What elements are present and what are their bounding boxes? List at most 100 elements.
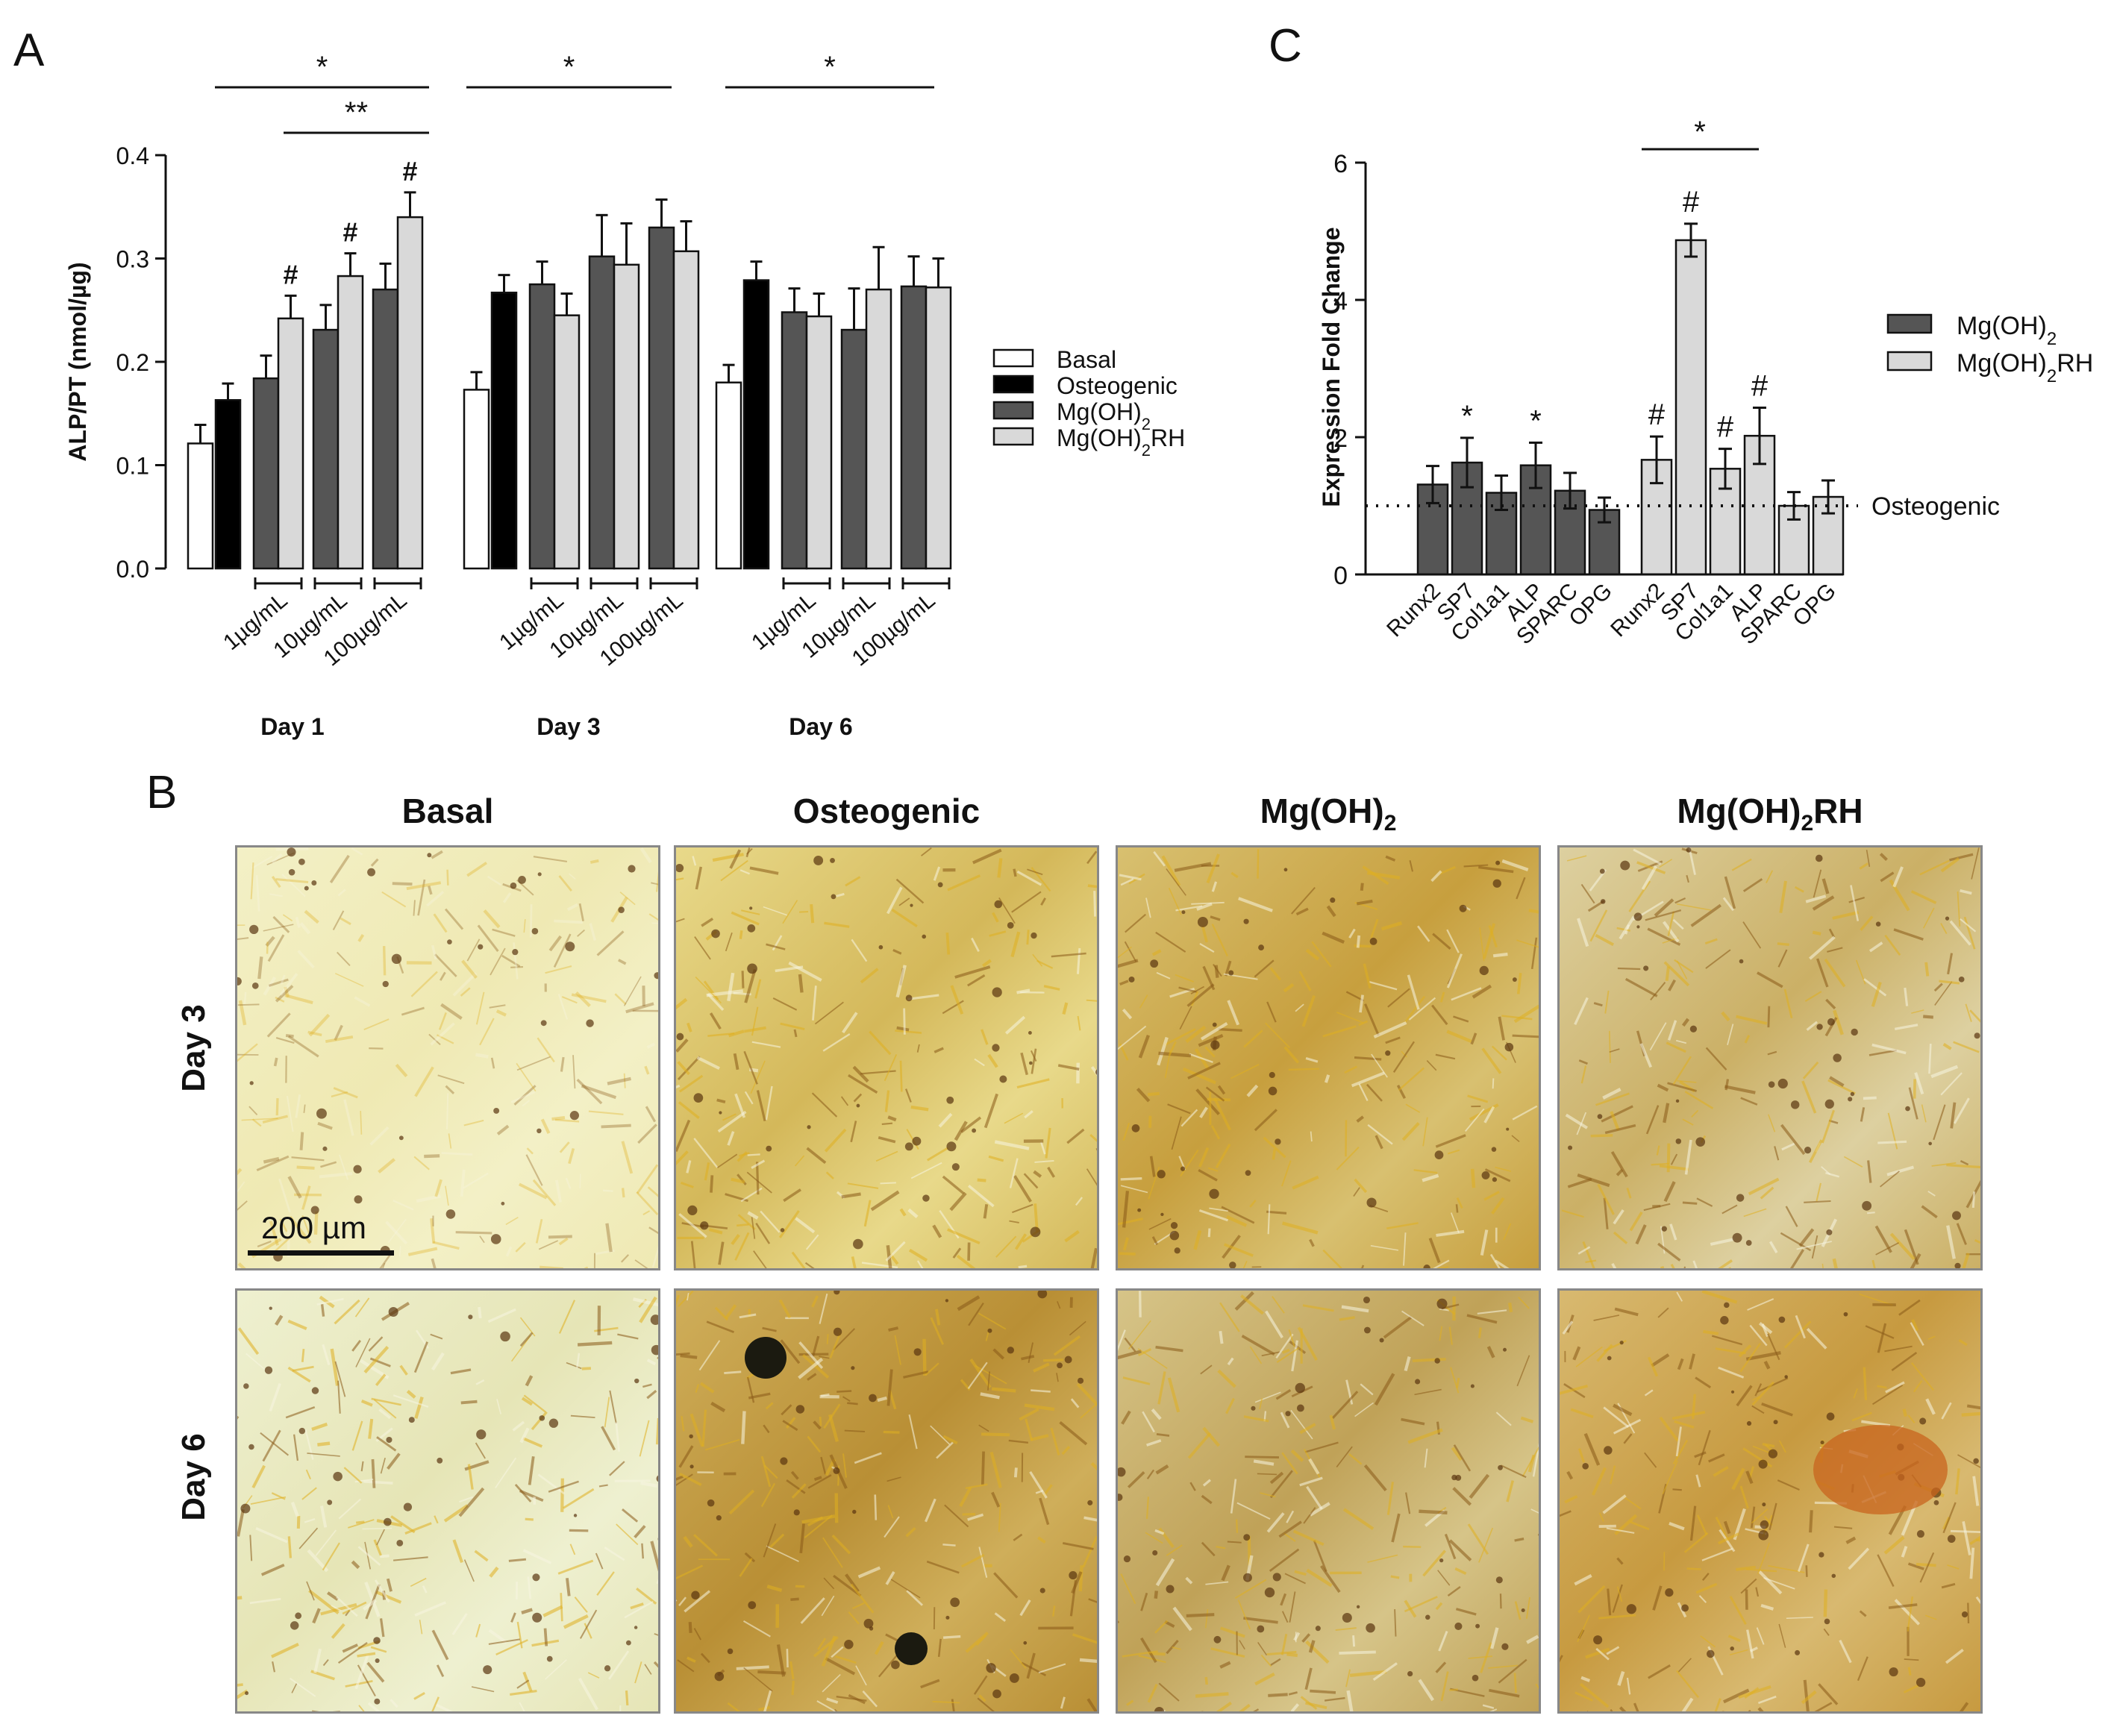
micro-col-basal: Basal <box>235 791 660 831</box>
significance-star: * <box>563 51 575 84</box>
panel-a-letter: A <box>13 25 45 76</box>
bar-basal <box>715 381 742 570</box>
bar-mgoh2rh <box>396 216 424 570</box>
micro-col-osteogenic: Osteogenic <box>674 791 1099 831</box>
sig-hash: # <box>343 217 357 248</box>
micrograph-1-1 <box>674 1288 1099 1714</box>
y-axis-title: ALP/PT (nmol/µg) <box>64 262 91 461</box>
legend-swatch <box>992 375 1034 394</box>
legend-label: Mg(OH)2RH <box>1057 424 1185 460</box>
legend-swatch <box>992 401 1034 420</box>
bar-mgoh2rh <box>613 263 640 570</box>
y-tick-label: 4 <box>1333 287 1348 316</box>
y-tick-label: 0.0 <box>116 556 149 583</box>
legend-label: Osteogenic <box>1057 372 1178 399</box>
bar-mgoh2rh <box>553 314 581 570</box>
micro-col-mgoh2rh: Mg(OH)2RH <box>1557 791 1983 836</box>
col-mgoh2-label: Mg(OH) <box>1260 792 1384 830</box>
y-tick-label: 0.4 <box>116 142 149 169</box>
legend-label: Basal <box>1057 346 1116 373</box>
micrograph-0-1 <box>674 845 1099 1270</box>
bar-mgoh2 <box>372 288 399 570</box>
bar-mgoh2 <box>781 311 808 570</box>
bar-mgoh2 <box>588 255 616 570</box>
significance-star: * <box>1694 116 1706 148</box>
micrograph-texture <box>1560 1291 1980 1711</box>
bar-osteogenic <box>490 291 518 570</box>
micrograph-0-3 <box>1557 845 1983 1270</box>
bar-mgoh2 <box>900 285 928 570</box>
scale-bar-label: 200 µm <box>261 1210 366 1245</box>
panel-b-letter: B <box>146 767 177 818</box>
bar-mgoh2 <box>252 377 280 570</box>
bar-mgoh2 <box>528 283 556 570</box>
bar-mgoh2rh <box>672 250 700 570</box>
micrograph-texture <box>237 1295 658 1711</box>
sig-mark: # <box>1648 398 1666 431</box>
micrograph-0-0 <box>235 845 660 1270</box>
bar-mgoh2rh <box>1674 239 1707 576</box>
sig-mark: * <box>1530 404 1542 437</box>
y-tick-label: 0.1 <box>116 453 149 480</box>
y-tick-label: 6 <box>1333 150 1348 178</box>
bar-mgoh2rh <box>925 286 952 570</box>
y-tick-label: 2 <box>1333 424 1348 453</box>
bar-mgoh2 <box>840 328 868 570</box>
col-osteogenic-label: Osteogenic <box>792 792 981 830</box>
bar-mgoh2rh <box>277 317 304 570</box>
col-mgoh2rh-suffix: RH <box>1813 792 1863 830</box>
micrograph-texture <box>1561 847 1980 1268</box>
micrograph-texture <box>676 847 1097 1268</box>
micrograph-1-2 <box>1116 1288 1541 1714</box>
legend-swatch <box>1886 313 1933 334</box>
col-mgoh2-subscript: 2 <box>1383 811 1397 836</box>
legend-swatch <box>1886 351 1933 372</box>
sig-hash: # <box>283 259 298 289</box>
sig-mark: # <box>1751 369 1769 402</box>
legend-label: Mg(OH)2 <box>1057 398 1151 433</box>
day-label: Day 1 <box>260 713 324 740</box>
significance-star: * <box>316 51 328 84</box>
bar-mgoh2 <box>648 226 675 570</box>
micro-col-mgoh2: Mg(OH)2 <box>1116 791 1541 836</box>
col-basal-label: Basal <box>401 792 494 830</box>
micrograph-texture <box>676 1291 1097 1711</box>
micrograph-texture <box>1118 849 1539 1268</box>
bar-osteogenic <box>214 398 242 570</box>
micrograph-texture <box>1118 1291 1539 1711</box>
micrograph-texture <box>237 847 658 1268</box>
y-tick-label: 0.3 <box>116 246 149 273</box>
micrograph-1-3 <box>1557 1288 1983 1714</box>
bar-mgoh2rh <box>865 288 892 570</box>
bar-osteogenic <box>742 279 770 570</box>
day-label: Day 3 <box>537 713 600 740</box>
day-label: Day 6 <box>789 713 852 740</box>
micrograph-1-0 <box>235 1288 660 1714</box>
significance-star: ** <box>345 96 368 129</box>
bar-basal <box>187 442 214 570</box>
bar-basal <box>463 389 490 570</box>
y-axis-title: Expression Fold Change <box>1318 227 1345 507</box>
bar-mgoh2 <box>312 328 340 570</box>
legend-label: Mg(OH)2 <box>1957 312 2057 349</box>
sig-hash: # <box>402 156 417 187</box>
legend-swatch <box>992 348 1034 368</box>
micrograph-0-2 <box>1116 845 1541 1270</box>
bar-mgoh2rh <box>337 275 364 570</box>
sig-mark: # <box>1717 411 1734 444</box>
sig-mark: # <box>1683 186 1700 219</box>
col-mgoh2rh-subscript: 2 <box>1801 811 1814 836</box>
scale-bar <box>248 1250 394 1256</box>
y-tick-label: 0.2 <box>116 349 149 376</box>
panel-c-letter: C <box>1269 20 1302 72</box>
micro-row-day3: Day 3 <box>175 1004 212 1092</box>
micro-row-day6: Day 6 <box>175 1433 212 1521</box>
legend-label: Mg(OH)2RH <box>1957 349 2093 386</box>
significance-star: * <box>824 51 836 84</box>
y-tick-label: 0 <box>1333 562 1348 590</box>
sig-mark: * <box>1461 400 1473 433</box>
legend-swatch <box>992 427 1034 446</box>
